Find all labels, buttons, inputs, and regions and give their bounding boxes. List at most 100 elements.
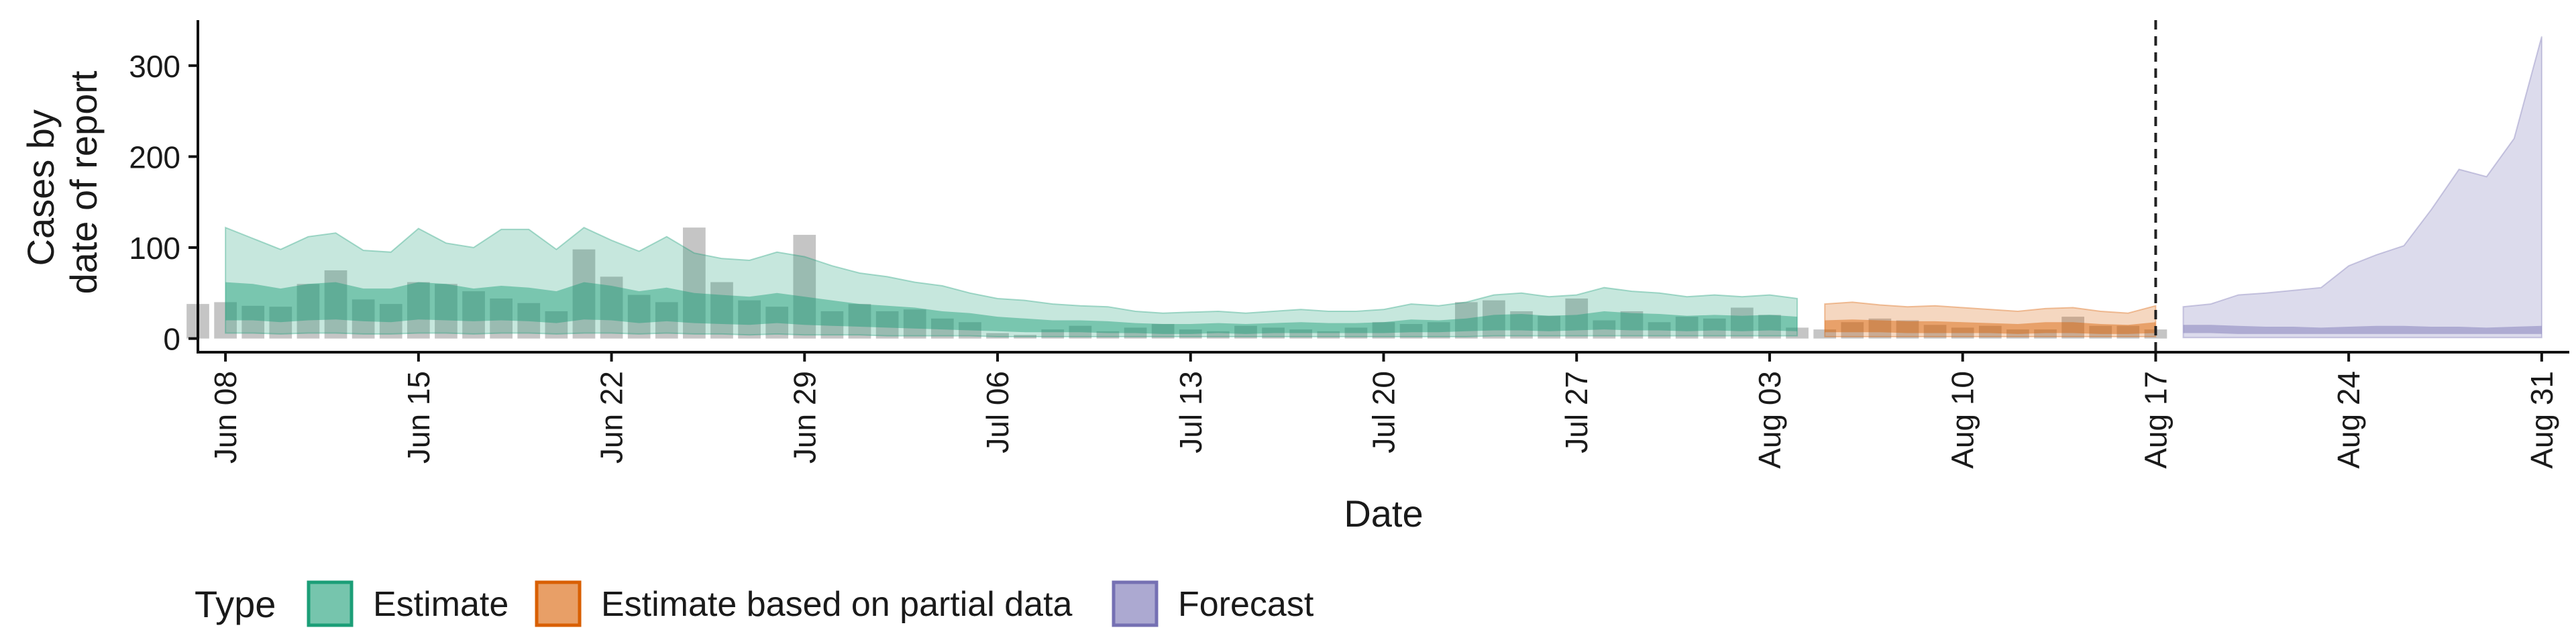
reported-case-bar <box>1675 317 1699 339</box>
legend-item: Forecast <box>1112 580 1314 627</box>
reported-case-bar <box>490 298 513 339</box>
reported-case-bar <box>324 270 347 339</box>
reported-case-bar <box>2089 325 2112 339</box>
reported-case-bar <box>793 235 816 339</box>
legend-swatch <box>307 580 354 627</box>
x-tick-label: Jul 27 <box>1559 371 1594 453</box>
reported-case-bar <box>1427 322 1450 339</box>
reported-case-bar <box>1648 322 1671 339</box>
x-tick-label: Jul 20 <box>1366 371 1401 453</box>
reported-case-bar <box>462 291 485 339</box>
reported-case-bar <box>1951 327 1974 339</box>
legend-item: Estimate based on partial data <box>535 580 1073 627</box>
y-axis-label-line-2: date of report <box>62 70 105 294</box>
x-axis-label: Date <box>1344 492 1423 535</box>
reported-case-bar <box>1923 325 1947 339</box>
reported-case-bar <box>1151 323 1175 339</box>
x-tick-label: Aug 17 <box>2138 371 2173 469</box>
forecast-band-90 <box>2182 36 2542 339</box>
y-ticks: 0 100 200 300 <box>129 49 198 357</box>
legend-label: Forecast <box>1178 585 1314 624</box>
reported-case-bar <box>1179 329 1202 339</box>
reported-case-bar <box>683 227 706 339</box>
reported-case-bar <box>352 299 375 339</box>
legend-label: Estimate based on partial data <box>601 585 1073 624</box>
legend-label: Estimate <box>373 585 508 624</box>
reported-case-bar <box>1399 323 1423 339</box>
reported-case-bar <box>1483 300 1505 339</box>
reported-case-bar <box>1841 322 1864 339</box>
y-axis-label: Cases by date of report <box>19 70 105 294</box>
reported-case-bar <box>1538 315 1560 339</box>
reported-case-bar <box>1317 331 1340 339</box>
reported-case-bar <box>379 304 402 339</box>
x-tick-label: Aug 31 <box>2524 371 2559 469</box>
reported-case-bar <box>1262 327 1285 339</box>
reported-case-bar <box>1868 318 1892 339</box>
reported-case-bar <box>435 284 458 339</box>
reported-case-bar <box>1510 311 1533 339</box>
y-tick-label: 300 <box>129 49 180 84</box>
reported-case-bar <box>930 318 954 339</box>
estimate-band-50 <box>225 282 1798 334</box>
reported-case-bar <box>1786 327 1809 339</box>
reported-case-bar <box>655 302 678 339</box>
estimate-based-on-partial-data-band-50 <box>1825 319 2156 334</box>
reported-case-bar <box>1896 320 1919 339</box>
reported-case-bar <box>765 307 789 339</box>
forecast-band-50 <box>2183 325 2542 334</box>
reported-case-bar <box>1069 325 1092 339</box>
legend-items: Estimate Estimate based on partial data Fo… <box>307 580 1314 627</box>
reported-case-bar <box>1207 331 1230 339</box>
reported-case-bar <box>1758 315 1781 339</box>
reported-case-bar <box>2006 329 2029 339</box>
reported-case-bar <box>1014 335 1036 339</box>
x-tick-label: Aug 24 <box>2331 371 2366 469</box>
reported-case-bar <box>297 284 320 339</box>
reported-case-bar <box>2061 317 2084 339</box>
reported-case-bar <box>1593 320 1616 339</box>
reported-case-bar <box>1731 307 1754 339</box>
reported-case-bar <box>1096 331 1120 339</box>
estimate-bands <box>225 36 2542 339</box>
reported-case-bar <box>407 282 430 339</box>
reported-case-bar <box>517 303 541 339</box>
reported-case-bar <box>1234 325 1257 339</box>
reported-case-bar <box>627 294 651 339</box>
reported-case-bar <box>1289 329 1313 339</box>
reported-case-bar <box>269 307 292 339</box>
reported-cases-bars <box>186 227 2167 339</box>
reported-case-bar <box>2116 325 2140 339</box>
reported-case-bar <box>959 322 981 339</box>
reported-case-bar <box>241 305 265 339</box>
reported-case-bar <box>1565 298 1589 339</box>
reported-case-bar <box>820 311 844 339</box>
reported-case-bar <box>1620 311 1644 339</box>
reported-case-bar <box>848 304 871 339</box>
reported-case-bar <box>903 309 926 339</box>
legend-title: Type <box>195 583 276 625</box>
reported-case-bar <box>1041 329 1065 339</box>
reported-case-bar <box>1124 327 1147 339</box>
y-tick-label: 200 <box>129 140 180 174</box>
reported-case-bar <box>600 276 623 339</box>
x-tick-label: Jul 06 <box>980 371 1015 453</box>
x-tick-label: Jul 13 <box>1173 371 1208 453</box>
legend-swatch <box>535 580 582 627</box>
reported-case-bar <box>214 302 237 339</box>
reported-case-bar <box>1372 322 1395 339</box>
x-ticks: Jun 08 Jun 15 Jun 22 Jun 29 Jul 06 Jul 13 Jul … <box>208 352 2559 469</box>
x-tick-label: Aug 03 <box>1752 371 1787 469</box>
legend: Type Estimate Estimate based on partial d… <box>195 580 1314 627</box>
reported-case-bar <box>1813 329 1837 339</box>
reported-case-bar <box>545 311 568 339</box>
reported-case-bar <box>710 282 733 339</box>
reported-case-bar <box>1703 318 1726 339</box>
reported-case-bar <box>986 333 1009 339</box>
x-tick-label: Jun 15 <box>401 371 436 464</box>
legend-swatch <box>1112 580 1159 627</box>
x-tick-label: Jun 29 <box>787 371 822 464</box>
reported-case-bar <box>1344 327 1368 339</box>
x-tick-label: Aug 10 <box>1945 371 1980 469</box>
reported-case-bar <box>2034 329 2057 339</box>
